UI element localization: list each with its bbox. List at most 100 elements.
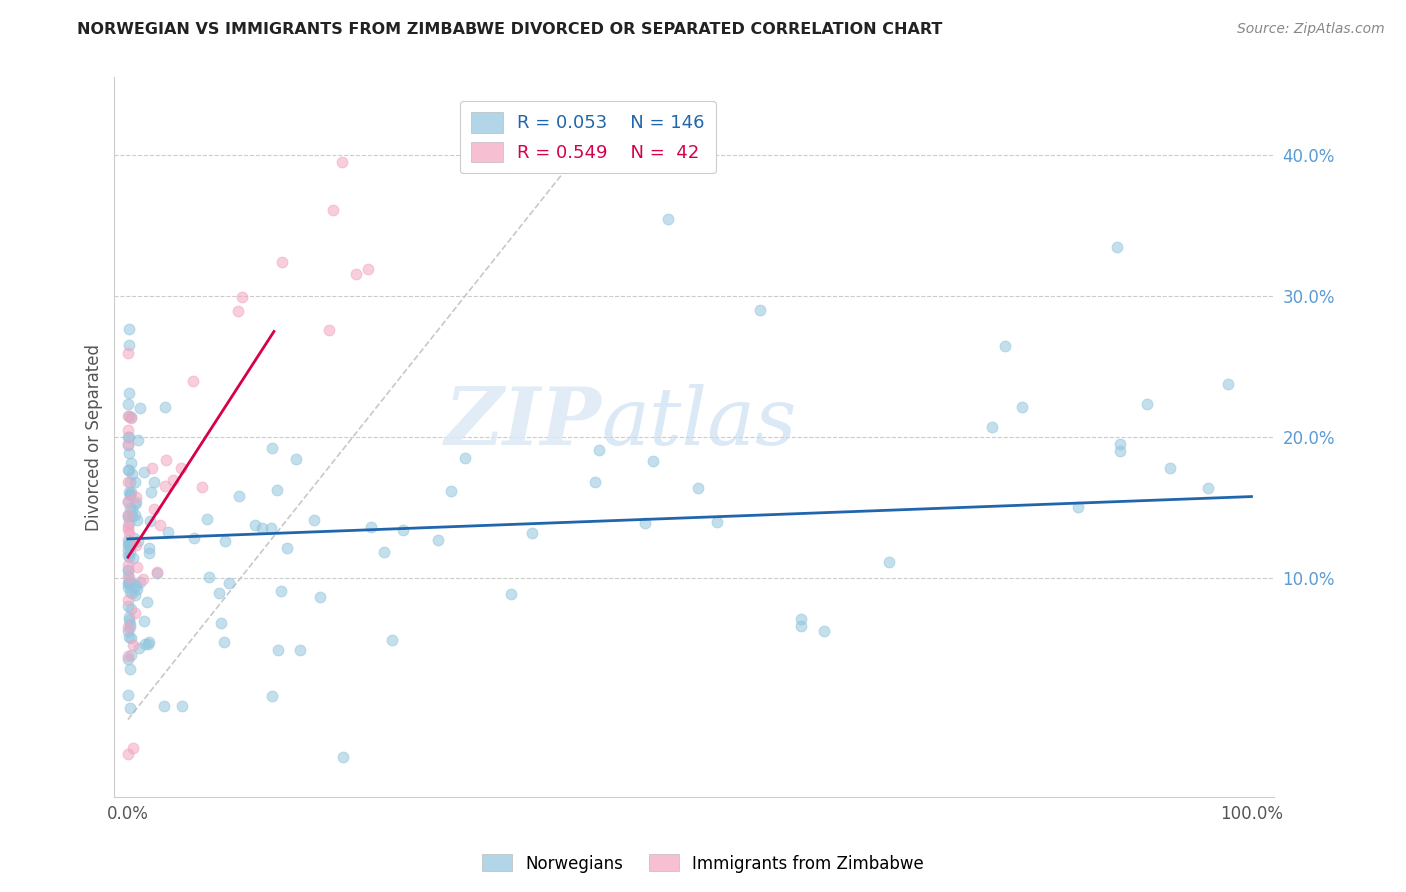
Point bbox=[121, 509, 143, 524]
Point bbox=[117, 463, 139, 477]
Point bbox=[134, 637, 156, 651]
Point bbox=[266, 483, 288, 498]
Point bbox=[146, 566, 169, 581]
Point bbox=[1109, 436, 1132, 450]
Point bbox=[121, 631, 143, 645]
Text: Source: ZipAtlas.com: Source: ZipAtlas.com bbox=[1237, 22, 1385, 37]
Point bbox=[138, 514, 160, 528]
Point bbox=[117, 580, 139, 594]
Point bbox=[124, 606, 146, 620]
Point bbox=[118, 619, 141, 633]
Point bbox=[122, 531, 145, 545]
Point bbox=[749, 303, 772, 318]
Point bbox=[117, 508, 139, 522]
Point bbox=[520, 525, 543, 540]
Point bbox=[124, 475, 146, 489]
Point bbox=[143, 475, 166, 489]
Point bbox=[121, 467, 143, 481]
Point bbox=[141, 485, 163, 500]
Point bbox=[243, 518, 266, 533]
Point bbox=[118, 386, 141, 401]
Point bbox=[212, 635, 235, 649]
Point bbox=[118, 409, 141, 423]
Point bbox=[134, 465, 156, 479]
Point bbox=[120, 457, 142, 471]
Point bbox=[124, 588, 146, 602]
Point bbox=[125, 538, 148, 552]
Point bbox=[260, 441, 283, 455]
Point bbox=[195, 512, 218, 526]
Point bbox=[118, 430, 141, 444]
Point bbox=[197, 570, 219, 584]
Point bbox=[117, 493, 139, 508]
Point bbox=[117, 576, 139, 591]
Point bbox=[124, 497, 146, 511]
Point bbox=[118, 516, 141, 530]
Point bbox=[330, 155, 353, 169]
Point bbox=[322, 203, 344, 218]
Point bbox=[117, 558, 139, 572]
Point bbox=[136, 637, 159, 651]
Point bbox=[117, 475, 139, 490]
Point bbox=[118, 549, 141, 564]
Point bbox=[117, 430, 139, 444]
Point bbox=[138, 635, 160, 649]
Point bbox=[813, 624, 835, 639]
Point bbox=[453, 451, 475, 466]
Point bbox=[118, 338, 141, 352]
Point bbox=[641, 454, 664, 468]
Point bbox=[117, 495, 139, 509]
Point bbox=[132, 572, 155, 586]
Point bbox=[117, 536, 139, 550]
Point bbox=[162, 473, 184, 487]
Point bbox=[120, 585, 142, 599]
Point bbox=[121, 601, 143, 615]
Point bbox=[118, 485, 141, 500]
Point bbox=[120, 409, 142, 424]
Point bbox=[228, 303, 250, 318]
Point bbox=[208, 586, 231, 600]
Point bbox=[125, 560, 148, 574]
Point bbox=[117, 423, 139, 437]
Point bbox=[127, 533, 149, 548]
Point bbox=[118, 525, 141, 540]
Point bbox=[790, 611, 813, 625]
Point bbox=[117, 648, 139, 663]
Point bbox=[117, 437, 139, 451]
Point bbox=[127, 433, 149, 447]
Point bbox=[117, 569, 139, 583]
Point bbox=[392, 523, 415, 537]
Y-axis label: Divorced or Separated: Divorced or Separated bbox=[86, 343, 103, 531]
Point bbox=[156, 525, 179, 540]
Point bbox=[1159, 460, 1181, 475]
Text: NORWEGIAN VS IMMIGRANTS FROM ZIMBABWE DIVORCED OR SEPARATED CORRELATION CHART: NORWEGIAN VS IMMIGRANTS FROM ZIMBABWE DI… bbox=[77, 22, 942, 37]
Point bbox=[152, 698, 174, 713]
Point bbox=[141, 461, 163, 475]
Point bbox=[153, 400, 176, 414]
Point bbox=[117, 592, 139, 607]
Point bbox=[120, 662, 142, 676]
Point bbox=[117, 519, 139, 533]
Point bbox=[120, 701, 142, 715]
Point bbox=[231, 290, 253, 304]
Point bbox=[439, 483, 461, 498]
Point bbox=[117, 747, 139, 762]
Point bbox=[120, 616, 142, 631]
Point bbox=[118, 500, 141, 515]
Point bbox=[128, 401, 150, 415]
Point bbox=[191, 480, 214, 494]
Point bbox=[128, 574, 150, 589]
Point bbox=[117, 538, 139, 552]
Point bbox=[128, 641, 150, 656]
Point bbox=[142, 501, 165, 516]
Point bbox=[583, 475, 606, 489]
Point bbox=[117, 652, 139, 666]
Point bbox=[259, 521, 281, 535]
Point bbox=[994, 338, 1017, 352]
Point bbox=[381, 633, 404, 648]
Point bbox=[118, 463, 141, 477]
Point bbox=[120, 648, 142, 663]
Point bbox=[270, 255, 292, 269]
Point bbox=[332, 750, 354, 764]
Point bbox=[153, 479, 176, 493]
